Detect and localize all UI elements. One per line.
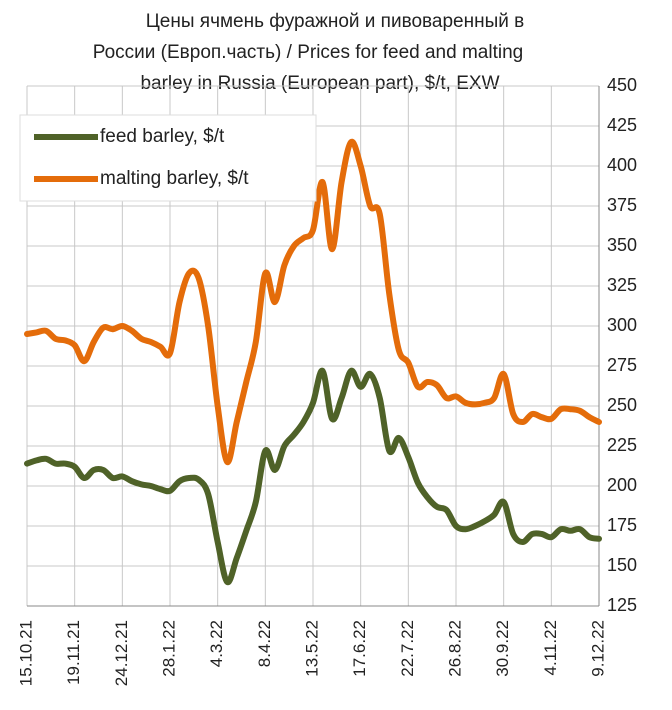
x-tick-label: 9.12.22	[588, 620, 607, 677]
y-tick-label: 125	[607, 595, 637, 615]
y-tick-label: 325	[607, 275, 637, 295]
y-tick-label: 375	[607, 195, 637, 215]
y-tick-label: 350	[607, 235, 637, 255]
legend-box	[19, 114, 317, 202]
x-tick-label: 30.9.22	[493, 620, 512, 677]
y-tick-label: 450	[607, 75, 637, 95]
x-tick-label: 26.8.22	[445, 620, 464, 677]
y-tick-label: 150	[607, 555, 637, 575]
x-tick-label: 4.3.22	[207, 620, 226, 667]
y-tick-label: 300	[607, 315, 637, 335]
x-tick-label: 19.11.21	[64, 620, 83, 685]
x-tick-label: 8.4.22	[255, 620, 274, 667]
x-tick-label: 22.7.22	[398, 620, 417, 677]
x-tick-label: 24.12.21	[112, 620, 131, 686]
series-line	[24, 367, 602, 586]
legend-label: feed barley, $/t	[100, 126, 225, 147]
x-tick-label: 15.10.21	[16, 620, 35, 686]
legend-label: malting barley, $/t	[100, 168, 249, 189]
x-tick-label: 4.11.22	[541, 620, 560, 675]
y-tick-label: 400	[607, 155, 637, 175]
x-tick-label: 13.5.22	[302, 620, 321, 677]
y-tick-label: 225	[607, 435, 637, 455]
y-tick-label: 250	[607, 395, 637, 415]
chart-title: России (Европ.часть) / Prices for feed a…	[93, 42, 523, 63]
y-tick-label: 425	[607, 115, 637, 135]
x-tick-label: 28.1.22	[159, 620, 178, 677]
x-tick-label: 17.6.22	[350, 620, 369, 677]
series-line	[24, 138, 602, 466]
chart-title: barley in Russia (European part), $/t, E…	[140, 73, 499, 94]
y-tick-label: 175	[607, 515, 637, 535]
y-tick-label: 275	[607, 355, 637, 375]
chart-title: Цены ячмень фуражной и пивоваренный в	[146, 11, 525, 32]
y-tick-label: 200	[607, 475, 637, 495]
